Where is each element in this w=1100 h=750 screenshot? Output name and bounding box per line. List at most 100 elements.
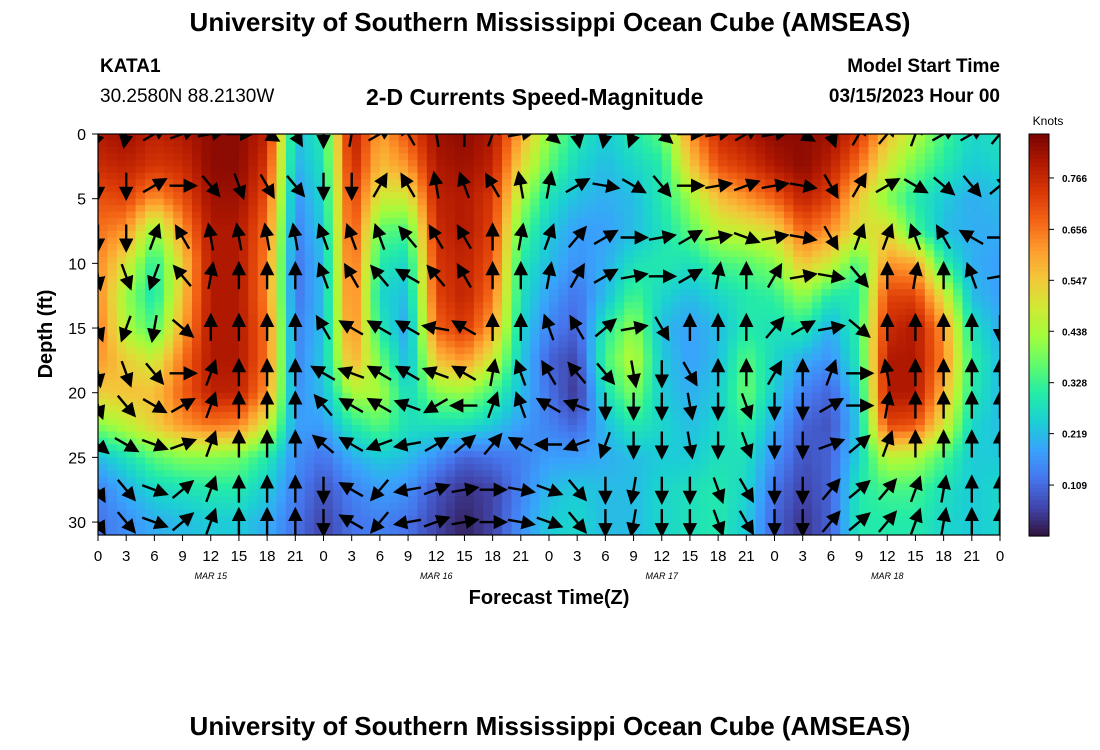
heatmap-cell (473, 340, 484, 349)
heatmap-cell (830, 172, 841, 180)
heatmap-cell (915, 418, 926, 426)
model-start-label: Model Start Time (847, 56, 1000, 77)
heatmap-cell (971, 166, 982, 174)
heatmap-cell (586, 263, 597, 271)
heatmap-cell (577, 366, 588, 374)
heatmap-cell (981, 250, 992, 258)
heatmap-cell (906, 308, 917, 316)
heatmap-cell (981, 179, 992, 187)
heatmap-cell (614, 328, 625, 336)
heatmap-cell (229, 457, 240, 465)
heatmap-cell (727, 198, 738, 206)
heatmap-cell (906, 198, 917, 206)
heatmap-cell (511, 463, 522, 471)
heatmap-cell (473, 444, 484, 452)
heatmap-cell (783, 457, 794, 465)
heatmap-cell (689, 295, 700, 303)
heatmap-cell (727, 405, 738, 413)
heatmap-cell (896, 172, 907, 180)
heatmap-cell (351, 418, 362, 426)
heatmap-cell (502, 263, 513, 271)
heatmap-cell (389, 321, 400, 329)
heatmap-cell (126, 366, 137, 374)
heatmap-cell (98, 243, 108, 252)
heatmap-cell (642, 412, 653, 420)
heatmap-cell (473, 321, 484, 329)
heatmap-cell (708, 237, 719, 245)
heatmap-cell (661, 205, 672, 213)
heatmap-cell (295, 256, 306, 264)
heatmap-cell (718, 159, 729, 167)
heatmap-cell (436, 146, 447, 155)
heatmap-cell (408, 399, 419, 407)
heatmap-cell (558, 457, 569, 465)
heatmap-cell (812, 282, 823, 290)
heatmap-cell (398, 463, 409, 471)
heatmap-cell (257, 205, 268, 213)
heatmap-cell (736, 198, 747, 206)
heatmap-cell (953, 250, 964, 258)
heatmap-cell (812, 412, 823, 420)
heatmap-cell (859, 211, 870, 219)
heatmap-cell (126, 237, 137, 245)
heatmap-cell (558, 412, 569, 420)
heatmap-cell (595, 211, 606, 219)
heatmap-cell (445, 340, 456, 349)
heatmap-cell (201, 185, 212, 193)
heatmap-cell (971, 140, 982, 148)
heatmap-cell (981, 282, 992, 290)
heatmap-cell (295, 295, 306, 303)
heatmap-cell (201, 386, 212, 394)
heatmap-cell (502, 340, 513, 349)
heatmap-cell (389, 463, 400, 471)
heatmap-cell (248, 308, 259, 316)
heatmap-cell (426, 159, 437, 167)
heatmap-cell (238, 386, 249, 394)
heatmap-cell (943, 392, 954, 400)
heatmap-cell (361, 134, 372, 142)
heatmap-cell (408, 347, 419, 355)
heatmap-cell (248, 425, 259, 433)
heatmap-cell (671, 282, 682, 290)
heatmap-cell (351, 379, 362, 387)
heatmap-cell (586, 179, 597, 187)
heatmap-cell (708, 243, 719, 252)
heatmap-cell (708, 134, 719, 142)
heatmap-cell (896, 457, 907, 465)
heatmap-cell (689, 192, 700, 200)
heatmap-cell (220, 315, 231, 323)
heatmap-cell (238, 289, 249, 297)
heatmap-cell (689, 263, 700, 271)
heatmap-cell (351, 308, 362, 316)
heatmap-cell (464, 256, 475, 264)
heatmap-cell (755, 328, 766, 336)
heatmap-cell (812, 315, 823, 323)
heatmap-cell (389, 231, 400, 239)
heatmap-cell (661, 250, 672, 258)
heatmap-cell (765, 457, 776, 465)
heatmap-cell (201, 444, 212, 452)
heatmap-cell (830, 231, 841, 239)
heatmap-cell (802, 450, 813, 458)
heatmap-cell (229, 146, 240, 155)
heatmap-cell (774, 308, 785, 316)
heatmap-cell (671, 457, 682, 465)
heatmap-cell (915, 237, 926, 245)
heatmap-cell (727, 289, 738, 297)
heatmap-cell (417, 153, 428, 161)
heatmap-cell (783, 146, 794, 155)
heatmap-cell (605, 425, 616, 433)
heatmap-cell (567, 243, 578, 252)
heatmap-cell (765, 192, 776, 200)
heatmap-cell (953, 340, 964, 349)
heatmap-cell (267, 289, 278, 297)
heatmap-cell (276, 302, 287, 310)
heatmap-cell (577, 289, 588, 297)
heatmap-cell (971, 399, 982, 407)
heatmap-cell (530, 463, 541, 471)
heatmap-cell (304, 256, 315, 264)
heatmap-cell (953, 379, 964, 387)
heatmap-cell (671, 153, 682, 161)
heatmap-cell (351, 425, 362, 433)
heatmap-cell (671, 302, 682, 310)
